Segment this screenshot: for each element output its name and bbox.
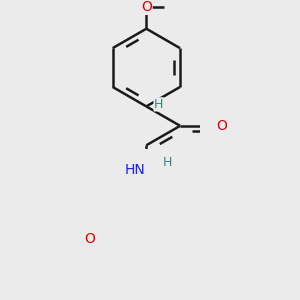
Text: O: O bbox=[84, 232, 95, 245]
Text: HN: HN bbox=[124, 163, 145, 177]
Text: H: H bbox=[154, 98, 164, 111]
Text: O: O bbox=[141, 0, 152, 14]
Text: O: O bbox=[216, 119, 227, 133]
Text: H: H bbox=[163, 156, 172, 169]
